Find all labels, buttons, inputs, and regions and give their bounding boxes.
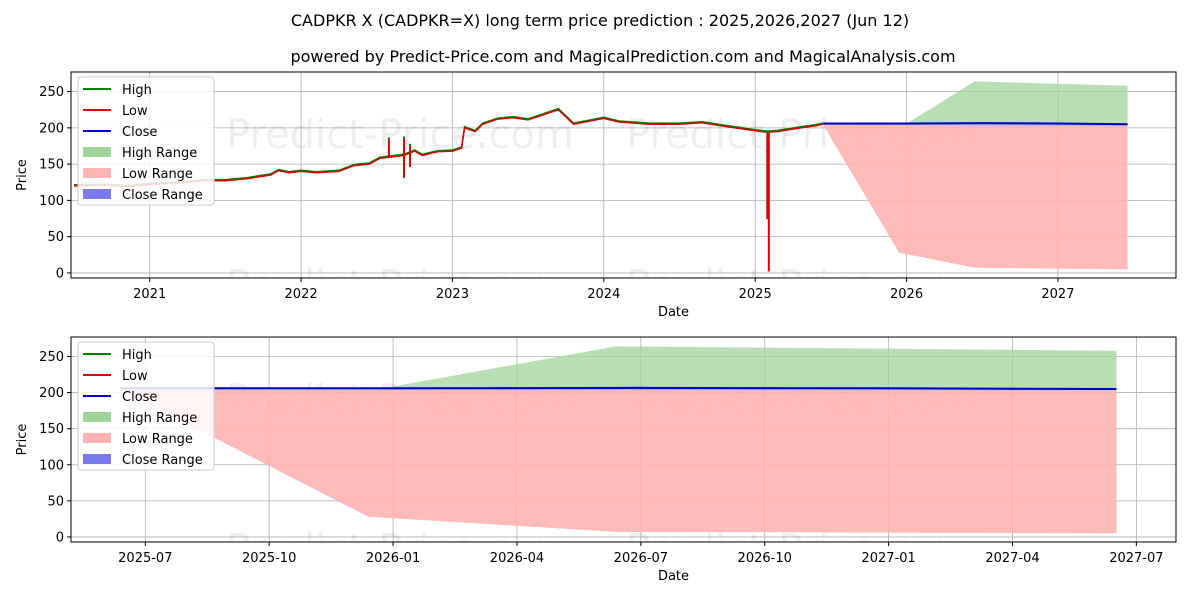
chart-subtitle: powered by Predict-Price.com and Magical… — [290, 47, 955, 66]
y-tick-label: 100 — [39, 194, 64, 209]
low-range-band — [120, 389, 1117, 534]
x-tick-label: 2026-07 — [614, 551, 668, 566]
y-tick-label: 200 — [39, 386, 64, 401]
low-series-line — [73, 108, 824, 188]
watermark-text: Predict-Price.com — [626, 527, 974, 573]
legend-swatch-patch — [83, 454, 111, 464]
legend-entry-label: Close Range — [122, 188, 203, 203]
x-tick-label: 2025-10 — [242, 551, 296, 566]
x-tick-label: 2024 — [587, 287, 620, 302]
x-axis-label: Date — [658, 569, 689, 584]
y-tick-label: 150 — [39, 158, 64, 173]
y-axis-label: Price — [15, 424, 30, 456]
y-tick-label: 0 — [56, 530, 64, 545]
plot-frame — [70, 71, 1177, 279]
plot-area — [120, 346, 1117, 534]
legend-entry-label: Close — [122, 125, 157, 140]
top-panel: Predict-Price.com Predict-Price.com Predic… — [15, 71, 1177, 320]
watermark-text: Predict-Price.com — [626, 263, 974, 309]
legend-entry-label: High Range — [122, 411, 197, 426]
legend-entry-label: Close — [122, 390, 157, 405]
watermark-text: Predict-Price.com — [226, 263, 574, 309]
x-tick-label: 2026-04 — [490, 551, 544, 566]
high-range-band — [120, 346, 1117, 391]
legend-swatch-patch — [83, 433, 111, 443]
y-tick-label: 150 — [39, 422, 64, 437]
x-tick-label: 2021 — [133, 287, 166, 302]
x-tick-label: 2022 — [285, 287, 318, 302]
legend-swatch-patch — [83, 412, 111, 422]
x-tick-label: 2027 — [1041, 287, 1074, 302]
plot-frame — [70, 336, 1177, 543]
x-tick-label: 2027-07 — [1109, 551, 1163, 566]
legend-swatch-patch — [83, 168, 111, 178]
legend-entry-label: High — [122, 83, 152, 98]
x-axis-label: Date — [658, 305, 689, 320]
x-tick-label: 2027-01 — [861, 551, 915, 566]
legend-entry-label: High Range — [122, 146, 197, 161]
x-tick-label: 2025-07 — [118, 551, 172, 566]
watermark-text: Predict-Price.com — [226, 112, 574, 158]
legend-box — [77, 341, 215, 471]
chart-title: CADPKR X (CADPKR=X) long term price pred… — [291, 11, 909, 30]
legend-swatch-patch — [83, 189, 111, 199]
plot-area — [73, 81, 1128, 272]
x-tick-label: 2026 — [890, 287, 923, 302]
legend-swatch-patch — [83, 147, 111, 157]
y-tick-label: 200 — [39, 121, 64, 136]
x-tick-label: 2026-10 — [738, 551, 792, 566]
x-tick-label: 2027-04 — [985, 551, 1039, 566]
close-forecast-line — [823, 122, 1128, 126]
legend-entry-label: Low Range — [122, 167, 193, 182]
y-tick-label: 100 — [39, 458, 64, 473]
x-tick-label: 2025 — [739, 287, 772, 302]
y-tick-label: 250 — [39, 85, 64, 100]
legend-entry-label: Close Range — [122, 453, 203, 468]
high-range-band — [823, 81, 1128, 126]
legend-entry-label: High — [122, 348, 152, 363]
legend-box — [77, 76, 215, 206]
watermark-text: Predict-Price.com — [226, 527, 574, 573]
legend-entry-label: Low Range — [122, 432, 193, 447]
close-forecast-line — [120, 386, 1117, 390]
low-range-band — [823, 125, 1128, 270]
x-tick-label: 2026-01 — [366, 551, 420, 566]
y-axis-label: Price — [15, 159, 30, 191]
bottom-panel: Predict-Price.comPredict-Price.comPredic… — [15, 336, 1177, 584]
legend: High Low Close High Range Low Range Close Ran… — [77, 341, 215, 471]
y-tick-label: 0 — [56, 266, 64, 281]
y-tick-label: 50 — [47, 494, 64, 509]
high-series-line — [73, 107, 824, 187]
x-tick-label: 2023 — [436, 287, 469, 302]
legend-entry-label: Low — [122, 104, 148, 119]
legend-entry-label: Low — [122, 369, 148, 384]
legend: High Low Close High Range Low Range Close Ran… — [77, 76, 215, 206]
y-tick-label: 50 — [47, 230, 64, 245]
y-tick-label: 250 — [39, 350, 64, 365]
